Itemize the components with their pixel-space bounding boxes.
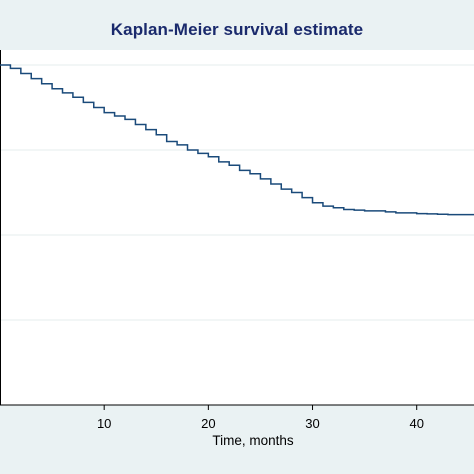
chart-title: Kaplan-Meier survival estimate <box>110 20 364 39</box>
x-tick-label-20: 20 <box>201 416 215 431</box>
tick-labels: 10 20 30 40 <box>97 405 424 431</box>
x-axis-title: Time, months <box>212 433 294 448</box>
axes <box>0 50 474 406</box>
series-layer <box>0 64 474 216</box>
survival-curve-0 <box>0 64 474 216</box>
x-tick-label-40: 40 <box>409 416 423 431</box>
x-tick-label-10: 10 <box>97 416 111 431</box>
x-tick-label-30: 30 <box>305 416 319 431</box>
grid-lines <box>0 64 474 321</box>
plot-area <box>0 50 474 405</box>
